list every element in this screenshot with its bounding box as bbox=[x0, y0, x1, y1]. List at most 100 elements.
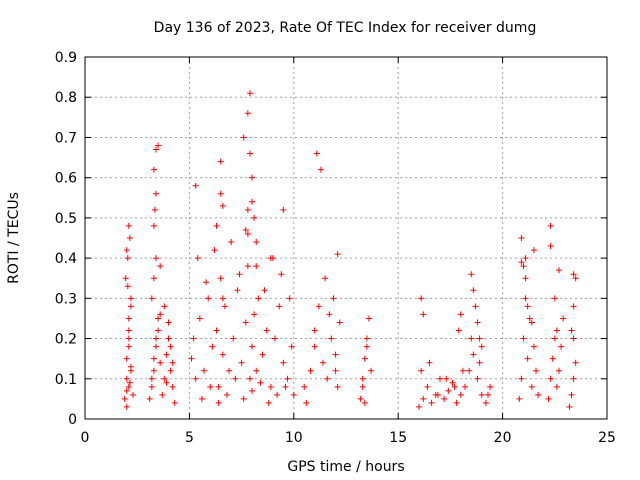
data-point bbox=[213, 327, 220, 334]
data-point bbox=[130, 391, 137, 398]
data-point bbox=[420, 311, 427, 318]
data-point bbox=[249, 387, 256, 394]
data-point bbox=[334, 251, 341, 258]
data-point bbox=[161, 303, 168, 310]
data-point bbox=[451, 383, 458, 390]
data-point bbox=[518, 375, 525, 382]
data-point bbox=[159, 391, 166, 398]
data-point bbox=[520, 335, 527, 342]
data-point bbox=[320, 359, 327, 366]
data-point bbox=[570, 335, 577, 342]
data-point bbox=[192, 182, 199, 189]
data-point bbox=[284, 375, 291, 382]
data-point bbox=[198, 395, 205, 402]
x-tick-label: 0 bbox=[81, 430, 90, 446]
data-points bbox=[121, 90, 579, 410]
y-axis: 0 0.1 0.2 0.3 0.4 0.5 0.6 0.7 0.8 0.9 bbox=[55, 50, 607, 428]
data-point bbox=[125, 343, 132, 350]
data-point bbox=[215, 399, 222, 406]
y-tick-label: 0.6 bbox=[55, 171, 77, 187]
data-point bbox=[127, 295, 134, 302]
grid-lines bbox=[85, 57, 607, 419]
data-point bbox=[336, 319, 343, 326]
x-tick-label: 20 bbox=[494, 430, 512, 446]
data-point bbox=[194, 255, 201, 262]
data-point bbox=[453, 399, 460, 406]
data-point bbox=[267, 255, 274, 262]
data-point bbox=[150, 222, 157, 229]
data-point bbox=[207, 383, 214, 390]
x-tick-label: 25 bbox=[598, 430, 616, 446]
data-point bbox=[219, 351, 226, 358]
data-point bbox=[547, 243, 554, 250]
data-point bbox=[223, 391, 230, 398]
data-point bbox=[516, 395, 523, 402]
x-axis-label: GPS time / hours bbox=[287, 459, 404, 475]
data-point bbox=[126, 379, 133, 386]
data-point bbox=[424, 383, 431, 390]
data-point bbox=[359, 375, 366, 382]
data-point bbox=[528, 383, 535, 390]
data-point bbox=[551, 335, 558, 342]
data-point bbox=[125, 327, 132, 334]
data-point bbox=[558, 343, 565, 350]
data-point bbox=[553, 383, 560, 390]
plot-frame bbox=[84, 56, 608, 420]
data-point bbox=[217, 275, 224, 282]
data-point bbox=[457, 391, 464, 398]
y-tick-label: 0.3 bbox=[55, 291, 77, 307]
data-point bbox=[301, 383, 308, 390]
data-point bbox=[217, 158, 224, 165]
data-point bbox=[286, 295, 293, 302]
data-point bbox=[203, 279, 210, 286]
data-point bbox=[201, 367, 208, 374]
data-point bbox=[560, 315, 567, 322]
data-point bbox=[205, 295, 212, 302]
data-point bbox=[257, 379, 264, 386]
data-point bbox=[474, 375, 481, 382]
data-point bbox=[190, 335, 197, 342]
data-point bbox=[152, 146, 159, 153]
data-point bbox=[152, 255, 159, 262]
data-point bbox=[470, 351, 477, 358]
data-point bbox=[125, 383, 132, 390]
data-point bbox=[261, 287, 268, 294]
data-point bbox=[518, 259, 525, 266]
data-point bbox=[123, 387, 130, 394]
y-tick-label: 0.4 bbox=[55, 251, 77, 267]
data-point bbox=[126, 235, 133, 241]
data-point bbox=[244, 206, 251, 213]
data-point bbox=[240, 395, 247, 402]
data-point bbox=[124, 283, 131, 290]
data-point bbox=[470, 287, 477, 294]
data-point bbox=[549, 355, 556, 362]
data-point bbox=[148, 375, 155, 382]
data-point bbox=[169, 383, 176, 390]
y-tick-label: 0.8 bbox=[55, 90, 77, 106]
data-point bbox=[555, 367, 562, 374]
data-point bbox=[276, 303, 283, 310]
data-point bbox=[530, 343, 537, 350]
data-point bbox=[530, 247, 537, 254]
data-point bbox=[255, 295, 262, 302]
data-point bbox=[209, 343, 216, 350]
data-point bbox=[522, 275, 529, 282]
data-point bbox=[125, 335, 132, 342]
data-point bbox=[280, 359, 287, 366]
data-point bbox=[330, 295, 337, 302]
data-point bbox=[487, 383, 494, 390]
data-point bbox=[332, 367, 339, 374]
data-point bbox=[244, 230, 251, 237]
data-point bbox=[157, 359, 164, 366]
data-point bbox=[265, 399, 272, 406]
data-point bbox=[125, 315, 132, 322]
data-point bbox=[326, 311, 333, 318]
y-tick-label: 0.1 bbox=[55, 372, 77, 388]
data-point bbox=[288, 343, 295, 350]
data-point bbox=[238, 359, 245, 366]
data-point bbox=[566, 403, 573, 410]
y-tick-label: 0.7 bbox=[55, 130, 77, 146]
data-point bbox=[155, 327, 162, 334]
data-point bbox=[518, 235, 525, 241]
